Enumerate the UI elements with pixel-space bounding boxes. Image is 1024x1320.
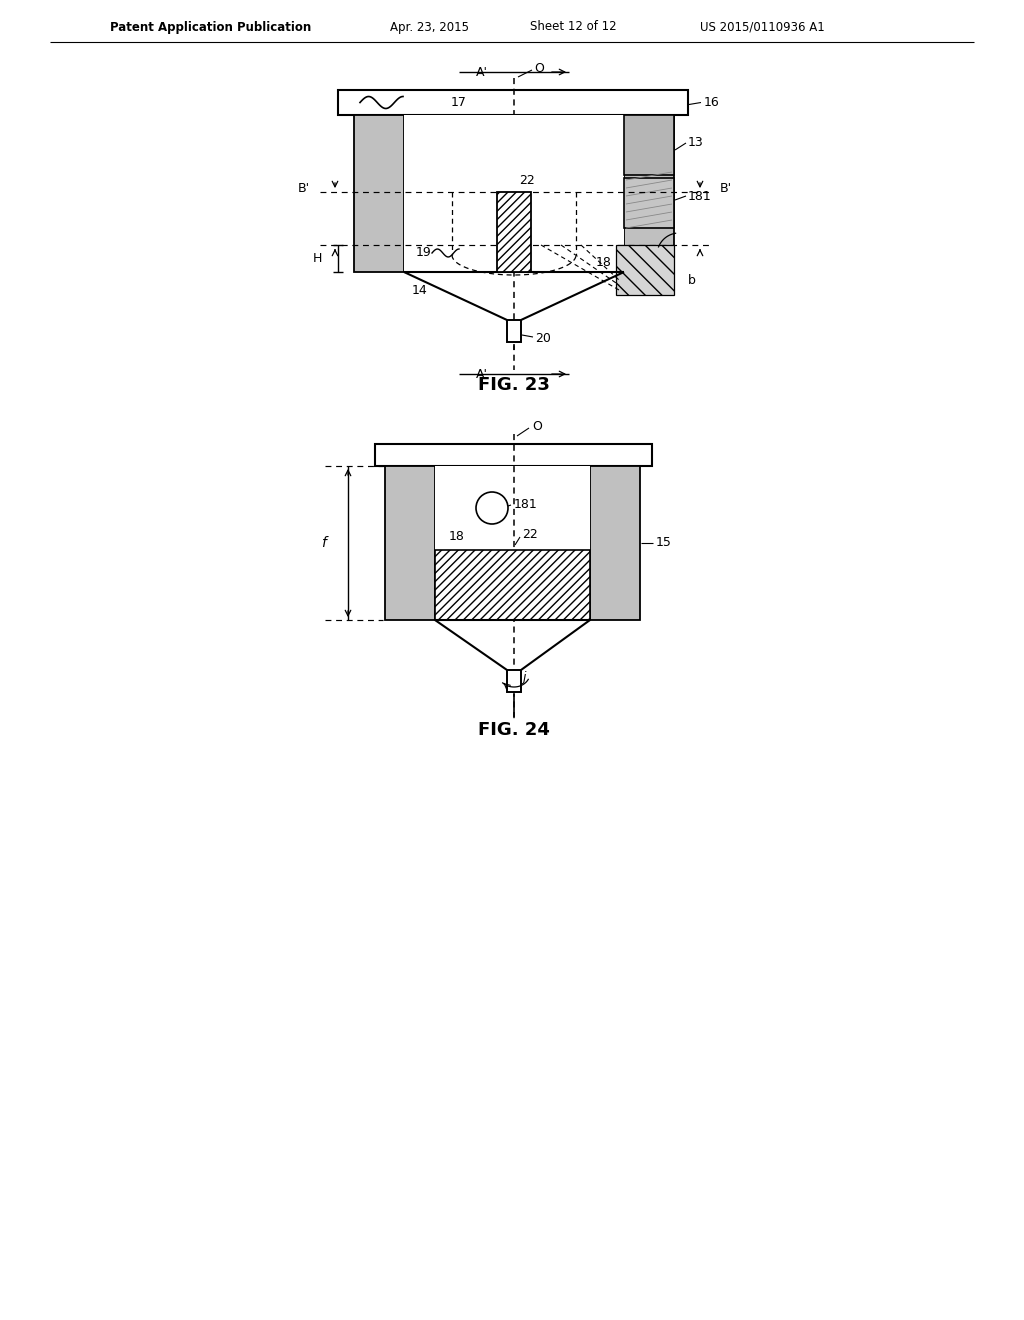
Text: 13: 13 bbox=[688, 136, 703, 149]
Bar bbox=[507, 319, 521, 342]
Text: FIG. 23: FIG. 23 bbox=[478, 376, 550, 393]
Text: B': B' bbox=[720, 181, 732, 194]
Text: f: f bbox=[322, 536, 326, 550]
Text: Sheet 12 of 12: Sheet 12 of 12 bbox=[530, 21, 616, 33]
Text: H: H bbox=[312, 252, 322, 265]
Text: 22: 22 bbox=[519, 173, 535, 186]
Bar bbox=[375, 444, 652, 466]
Bar bbox=[435, 550, 590, 620]
Bar bbox=[435, 466, 590, 620]
Text: b: b bbox=[688, 273, 696, 286]
Text: 181: 181 bbox=[688, 190, 712, 202]
Circle shape bbox=[476, 492, 508, 524]
Text: 18: 18 bbox=[449, 529, 465, 543]
Bar bbox=[507, 671, 521, 692]
Text: B': B' bbox=[298, 181, 310, 194]
Text: 20: 20 bbox=[535, 331, 551, 345]
Text: Patent Application Publication: Patent Application Publication bbox=[110, 21, 311, 33]
Bar bbox=[497, 191, 531, 272]
Bar bbox=[338, 90, 688, 115]
Polygon shape bbox=[616, 246, 674, 294]
Text: US 2015/0110936 A1: US 2015/0110936 A1 bbox=[700, 21, 824, 33]
Text: 17: 17 bbox=[451, 95, 467, 108]
Text: j: j bbox=[522, 672, 525, 685]
Text: 22: 22 bbox=[522, 528, 538, 540]
Text: 14: 14 bbox=[412, 284, 428, 297]
Text: O: O bbox=[532, 420, 542, 433]
Text: Apr. 23, 2015: Apr. 23, 2015 bbox=[390, 21, 469, 33]
Text: 18: 18 bbox=[596, 256, 612, 269]
Bar bbox=[624, 115, 674, 176]
Bar bbox=[404, 115, 624, 272]
Text: 19: 19 bbox=[416, 247, 432, 260]
Text: A': A' bbox=[476, 66, 488, 78]
Text: 181: 181 bbox=[514, 498, 538, 511]
Bar bbox=[385, 466, 435, 620]
Text: FIG. 24: FIG. 24 bbox=[478, 721, 550, 739]
Text: 15: 15 bbox=[656, 536, 672, 549]
Text: A': A' bbox=[476, 367, 488, 380]
Text: O: O bbox=[534, 62, 544, 75]
Bar bbox=[354, 115, 404, 272]
Bar bbox=[624, 115, 674, 272]
Bar bbox=[590, 466, 640, 620]
Text: 16: 16 bbox=[705, 96, 720, 110]
Bar bbox=[624, 178, 674, 228]
